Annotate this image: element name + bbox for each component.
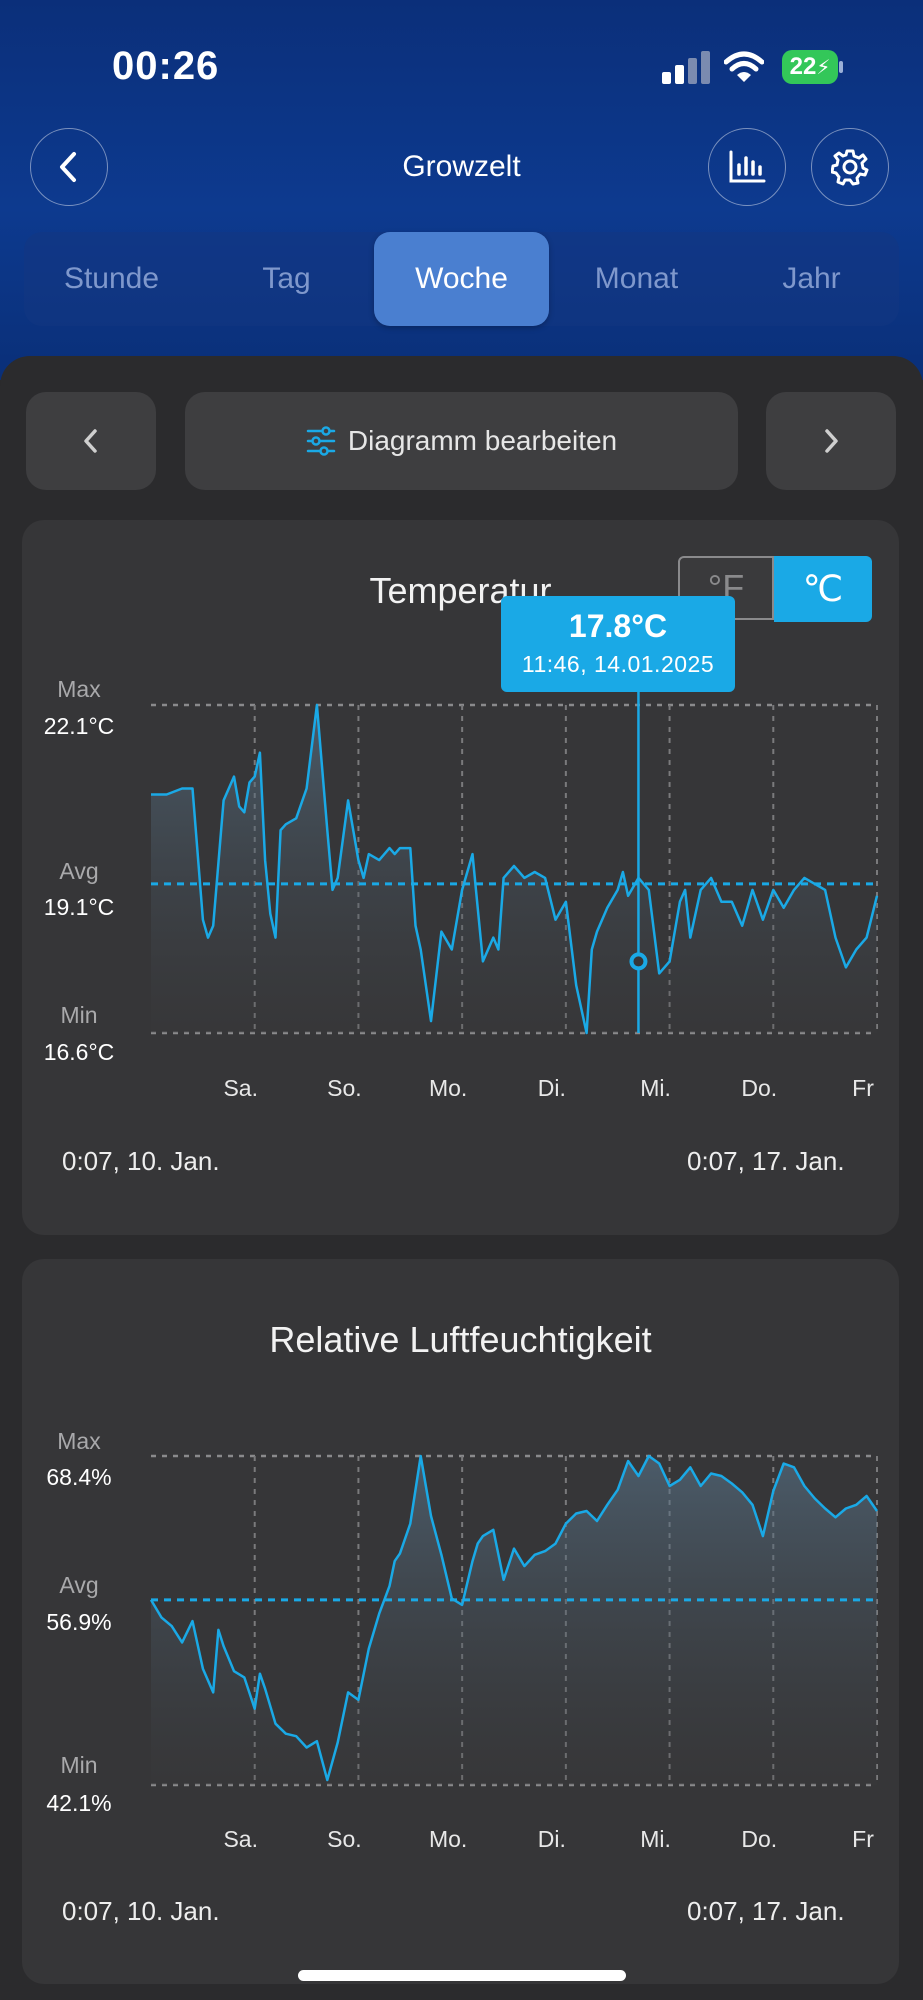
tab-monat[interactable]: Monat (594, 262, 679, 295)
tab-woche[interactable]: Woche (374, 232, 549, 326)
cellular-signal-icon (662, 51, 710, 84)
statistics-button[interactable] (708, 128, 786, 206)
chevron-left-icon (60, 152, 76, 182)
temp-series-line (151, 703, 879, 1035)
temperature-chart[interactable] (0, 0, 923, 1160)
hum-x-tick-label: So. (327, 1826, 362, 1852)
tab-stunde[interactable]: Stunde (63, 262, 160, 295)
temp-x-tick-label: Do. (741, 1075, 778, 1101)
battery-level: 22 (789, 53, 817, 80)
hum-avg-value: 56.9% (46, 1609, 112, 1635)
edit-chart-button[interactable]: Diagramm bearbeiten (185, 392, 738, 490)
tooltip-timestamp: 11:46, 14.01.2025 (521, 651, 715, 677)
temp-range-start: 0:07, 10. Jan. (62, 1146, 220, 1176)
temp-min-label: Min (60, 1002, 98, 1028)
back-button[interactable] (30, 128, 108, 206)
temp-area (151, 705, 877, 1033)
status-time: 00:26 (112, 44, 220, 88)
hum-x-tick-label: Do. (741, 1826, 778, 1852)
hum-series-line (149, 1454, 879, 1782)
hum-x-tick-label: Sa. (223, 1826, 258, 1852)
hum-max-value: 68.4% (46, 1464, 112, 1490)
selected-point-tooltip: 17.8°C 11:46, 14.01.2025 (501, 596, 735, 692)
temp-x-tick-label: Di. (537, 1075, 566, 1101)
sliders-icon (306, 426, 336, 456)
temp-x-tick-label: Mi. (640, 1075, 671, 1101)
temp-x-tick-label: Mo. (428, 1075, 468, 1101)
status-bar: 00:26 22 ⚡ (0, 0, 923, 130)
hum-area (151, 1456, 877, 1785)
temp-x-tick-label: Fr (852, 1075, 874, 1101)
tab-tag[interactable]: Tag (262, 262, 311, 295)
hum-min-value: 42.1% (46, 1790, 112, 1816)
tooltip-value: 17.8°C (568, 608, 668, 644)
app-header: Growzelt (0, 128, 923, 208)
previous-period-button[interactable] (26, 392, 156, 490)
hum-range-end: 0:07, 17. Jan. (687, 1896, 845, 1926)
gear-icon (831, 149, 869, 186)
temp-max-label: Max (57, 676, 101, 702)
hum-x-tick-label: Mi. (640, 1826, 671, 1852)
home-indicator (298, 1970, 626, 1981)
tab-jahr[interactable]: Jahr (782, 262, 841, 295)
hum-min-label: Min (60, 1752, 98, 1778)
chevron-left-icon (84, 429, 97, 453)
next-period-button[interactable] (766, 392, 896, 490)
temp-max-value: 22.1°C (43, 713, 115, 739)
hum-avg-label: Avg (59, 1572, 99, 1598)
hum-max-label: Max (57, 1428, 101, 1454)
period-tabs: Stunde Tag Woche Monat Jahr (24, 232, 899, 326)
temp-range-end: 0:07, 17. Jan. (687, 1146, 845, 1176)
battery-icon: 22 ⚡ (782, 50, 844, 84)
temp-avg-label: Avg (59, 858, 99, 884)
hum-x-tick-label: Mo. (428, 1826, 468, 1852)
unit-celsius-button[interactable]: ℃ (774, 556, 872, 622)
edit-chart-label: Diagramm bearbeiten (347, 425, 618, 456)
chevron-right-icon (825, 429, 838, 453)
hum-range-start: 0:07, 10. Jan. (62, 1896, 220, 1926)
humidity-title: Relative Luftfeuchtigkeit (269, 1319, 652, 1360)
page-title: Growzelt (402, 150, 521, 183)
temp-avg-value: 19.1°C (43, 894, 115, 920)
temp-x-tick-label: Sa. (223, 1075, 258, 1101)
temp-min-value: 16.6°C (43, 1039, 115, 1065)
temp-x-tick-label: So. (327, 1075, 362, 1101)
hum-x-tick-label: Di. (537, 1826, 566, 1852)
settings-button[interactable] (811, 128, 889, 206)
hum-x-tick-label: Fr (852, 1826, 874, 1852)
bar-chart-icon (729, 150, 766, 183)
wifi-icon (723, 50, 765, 84)
temp-selected-point (629, 952, 648, 971)
